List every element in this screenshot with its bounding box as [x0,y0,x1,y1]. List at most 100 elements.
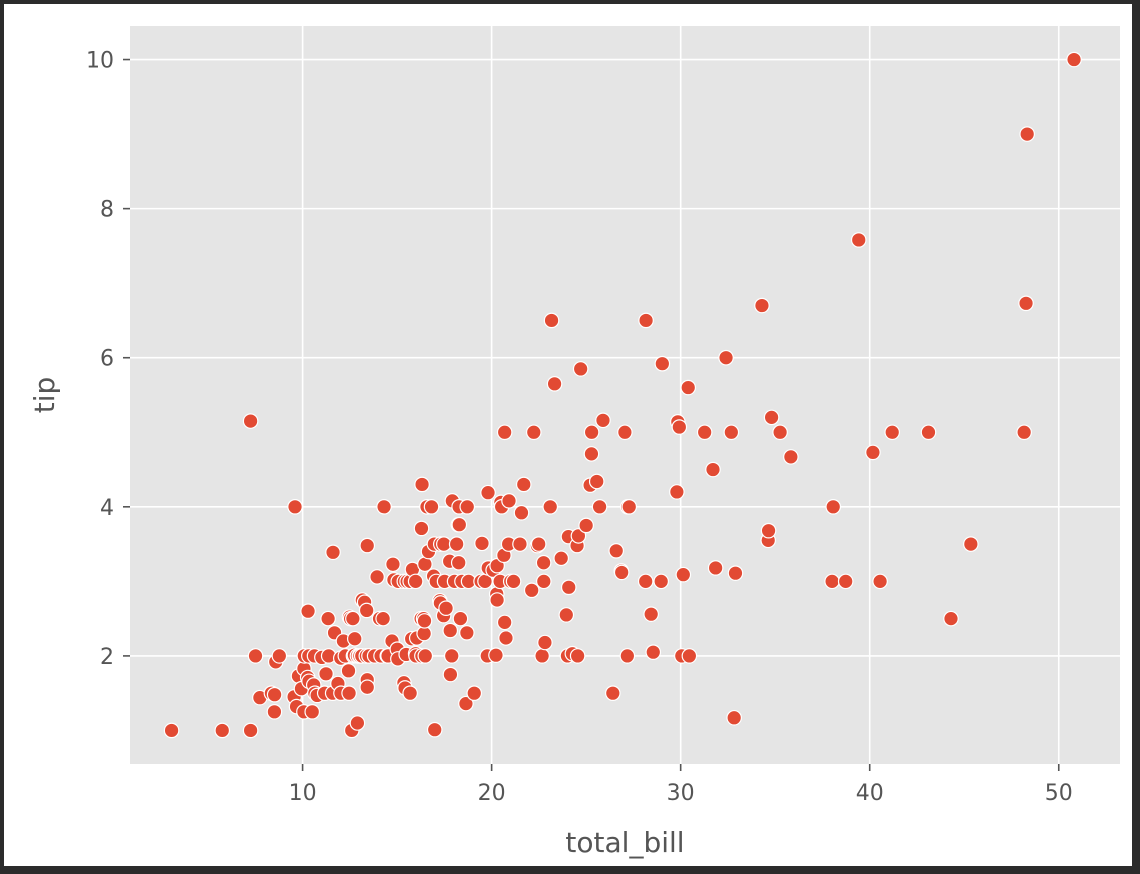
y-tick-label: 8 [100,198,114,223]
data-point [591,499,608,515]
x-tick-label: 40 [856,781,884,806]
data-point [884,424,901,441]
data-point [442,622,459,639]
data-point [442,666,459,683]
data-point [569,648,586,664]
data-point [325,544,341,561]
data-point [825,499,842,515]
data-point [458,695,474,712]
axis-ticks: 10 20 30 40 50 2 4 6 8 10 [86,49,1073,806]
data-point [553,550,569,567]
data-point [496,424,513,441]
data-point [436,536,452,552]
data-point [1066,51,1082,68]
data-point [963,536,979,552]
data-point [346,630,363,647]
data-point [1018,295,1034,312]
data-point [402,685,418,701]
data-point [617,424,633,441]
data-point [359,679,376,696]
data-point [488,647,504,663]
data-point [376,499,392,515]
data-point [1019,126,1035,142]
data-point [530,536,547,552]
data-point [578,517,594,534]
y-tick-label: 10 [86,49,114,74]
x-tick-label: 50 [1045,781,1073,806]
data-point [754,297,770,314]
data-point [451,516,468,533]
data-point [266,686,283,703]
data-point [443,648,460,664]
data-point [621,499,638,515]
data-point [534,648,550,664]
data-point [726,709,742,726]
data-point [513,504,530,521]
data-point [304,704,321,720]
data-point [543,312,560,329]
data-point [605,685,621,701]
x-tick-label: 30 [667,781,695,806]
data-point [638,312,654,329]
data-point [413,520,430,537]
data-point [943,610,959,627]
data-point [214,722,231,739]
data-point [583,424,600,441]
data-point [247,648,264,664]
data-point [850,232,867,248]
data-point [763,409,780,426]
data-point [723,424,740,441]
data-point [654,355,671,372]
data-point [459,499,476,515]
data-point [680,379,697,396]
data-point [459,624,475,641]
y-axis-label: tip [28,377,61,414]
data-point [466,685,483,701]
data-point [417,648,434,664]
data-point [542,499,559,515]
data-point [637,573,654,590]
data-point [452,610,469,627]
data-point [496,614,513,631]
data-point [489,592,505,608]
data-point [824,573,840,590]
data-point [696,424,713,441]
data-point [645,644,662,660]
data-point [266,704,283,720]
data-point [359,537,376,554]
data-point [287,499,303,515]
data-point [438,600,454,616]
data-point [242,413,259,429]
data-point [416,613,433,629]
data-point [595,412,611,429]
data-point [681,648,698,664]
data-point [865,444,881,461]
data-point [536,573,552,590]
data-point [414,476,430,493]
y-tick-label: 2 [100,645,114,670]
chart-frame: 10 20 30 40 50 2 4 6 8 10 total_bill tip [4,4,1132,866]
data-point [300,603,316,619]
data-point [707,560,724,576]
data-point [608,542,625,559]
data-point [588,473,605,490]
data-point [558,607,575,623]
data-point [572,361,589,377]
data-point [341,685,357,701]
data-point [498,630,514,646]
data-point [523,582,540,599]
plot-area [130,26,1120,764]
data-point [242,722,259,739]
data-point [837,573,854,590]
data-point [423,499,440,515]
data-point [718,349,734,366]
y-tick-label: 4 [100,496,114,521]
data-point [560,579,577,596]
data-point [537,634,553,651]
data-point [349,715,366,731]
data-point [450,554,467,571]
data-point [535,554,552,571]
data-point [613,564,630,581]
data-point [760,522,777,539]
data-point [501,493,517,509]
